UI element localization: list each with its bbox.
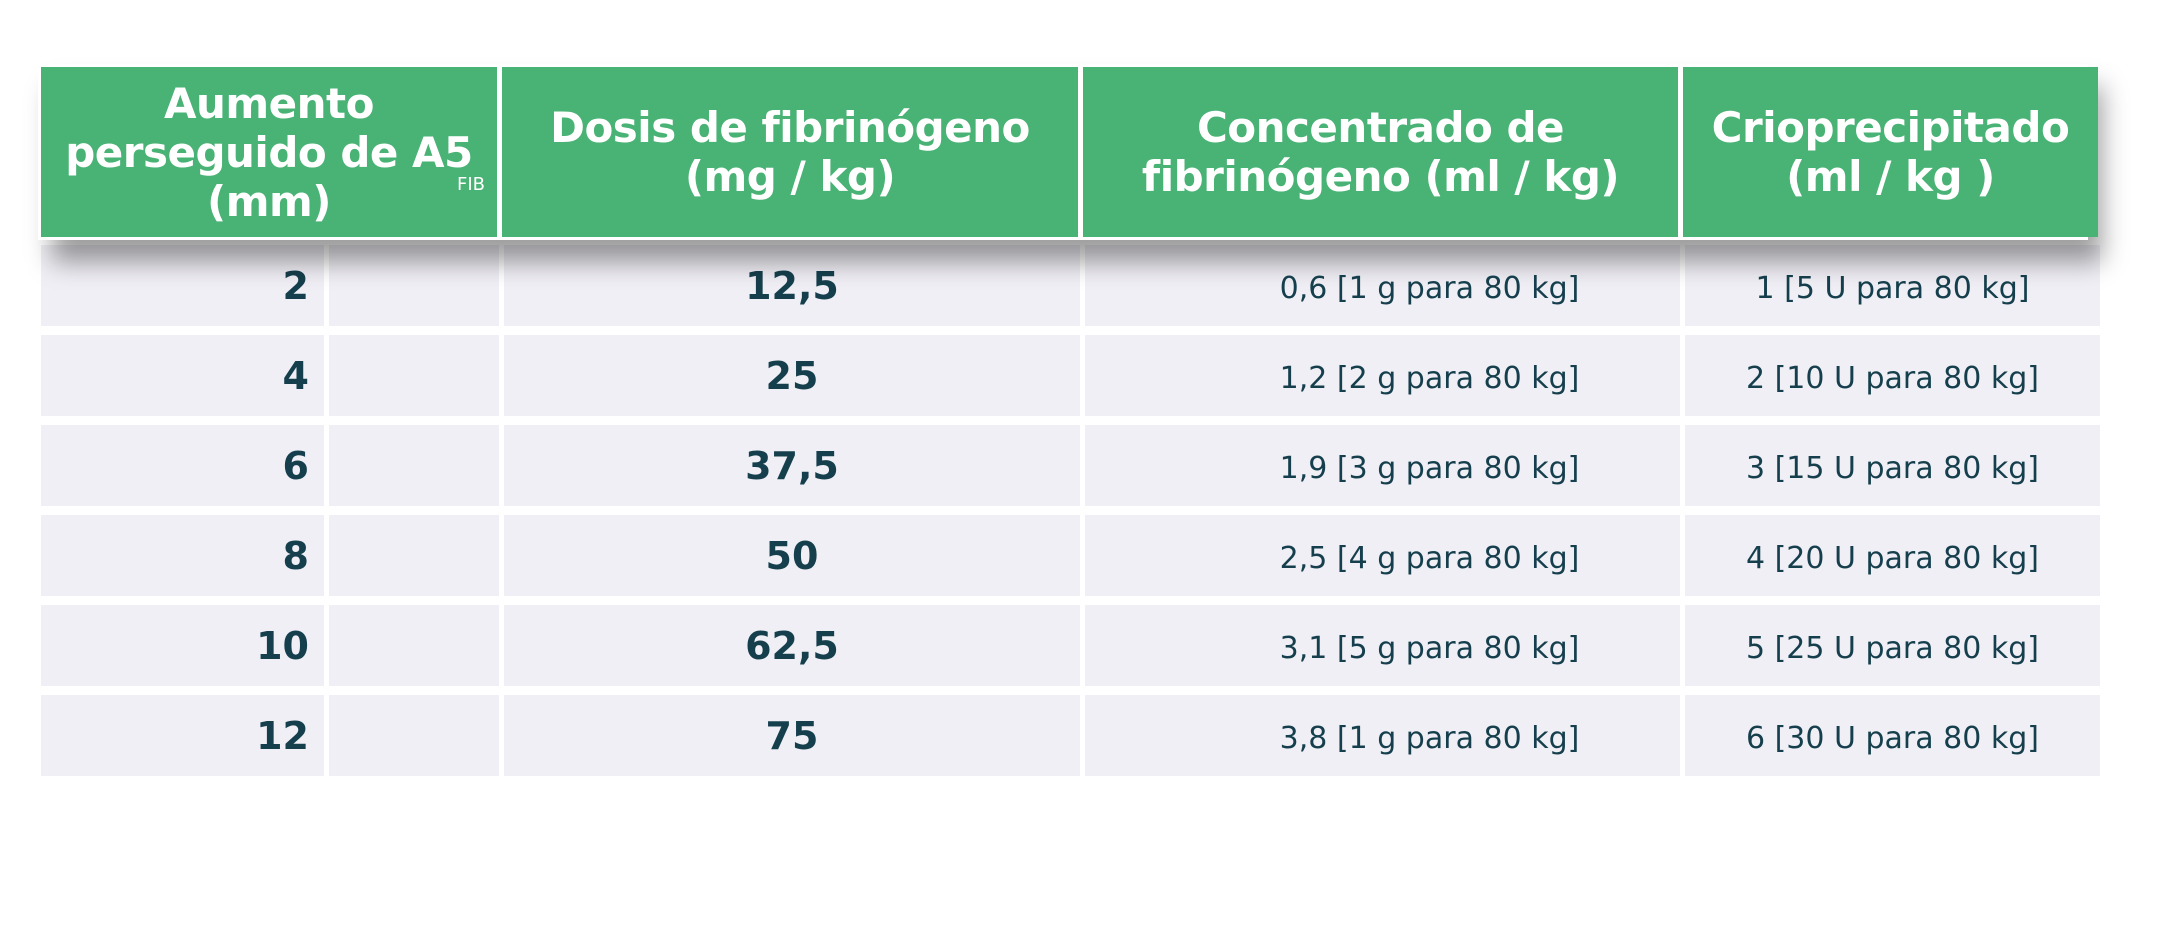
header-subscript-fib: FIB bbox=[456, 174, 485, 195]
cell-spacer bbox=[329, 695, 499, 776]
table-header-row: Aumento perseguido de A5 (mm) FIB Dosis … bbox=[38, 64, 2098, 240]
cell-concentrado: 1,9 [3 g para 80 kg] bbox=[1085, 425, 1680, 506]
table-row: 2 12,5 0,6 [1 g para 80 kg] 1 [5 U para … bbox=[41, 245, 2100, 326]
cell-dosis: 75 bbox=[504, 695, 1080, 776]
table-row: 8 50 2,5 [4 g para 80 kg] 4 [20 U para 8… bbox=[41, 515, 2100, 596]
cell-a5: 12 bbox=[41, 695, 324, 776]
cell-concentrado-text: 1,9 [3 g para 80 kg] bbox=[1279, 451, 1580, 486]
cell-dosis: 37,5 bbox=[504, 425, 1080, 506]
cell-concentrado: 2,5 [4 g para 80 kg] bbox=[1085, 515, 1680, 596]
cell-a5: 10 bbox=[41, 605, 324, 686]
cell-a5: 8 bbox=[41, 515, 324, 596]
cell-concentrado: 3,1 [5 g para 80 kg] bbox=[1085, 605, 1680, 686]
header-dosis-fibrinogeno: Dosis de fibrinógeno (mg / kg) bbox=[502, 67, 1078, 237]
header-concentrado-fibrinogeno: Concentrado de fibrinógeno (ml / kg) bbox=[1083, 67, 1678, 237]
cell-crio: 2 [10 U para 80 kg] bbox=[1685, 335, 2100, 416]
cell-a5: 6 bbox=[41, 425, 324, 506]
table-row: 10 62,5 3,1 [5 g para 80 kg] 5 [25 U par… bbox=[41, 605, 2100, 686]
header-line: (mm) bbox=[207, 176, 331, 226]
header-line: Aumento bbox=[164, 78, 374, 128]
cell-a5: 4 bbox=[41, 335, 324, 416]
table-row: 12 75 3,8 [1 g para 80 kg] 6 [30 U para … bbox=[41, 695, 2100, 776]
cell-concentrado-text: 3,1 [5 g para 80 kg] bbox=[1279, 631, 1580, 666]
header-aumento-a5: Aumento perseguido de A5 (mm) FIB bbox=[41, 67, 497, 237]
cell-concentrado: 3,8 [1 g para 80 kg] bbox=[1085, 695, 1680, 776]
cell-dosis: 62,5 bbox=[504, 605, 1080, 686]
cell-concentrado: 1,2 [2 g para 80 kg] bbox=[1085, 335, 1680, 416]
cell-crio: 5 [25 U para 80 kg] bbox=[1685, 605, 2100, 686]
cell-spacer bbox=[329, 515, 499, 596]
cell-crio: 4 [20 U para 80 kg] bbox=[1685, 515, 2100, 596]
cell-dosis: 25 bbox=[504, 335, 1080, 416]
header-line: fibrinógeno (ml / kg) bbox=[1141, 152, 1620, 201]
header-line: (mg / kg) bbox=[684, 152, 896, 201]
fibrinogen-dose-table: Aumento perseguido de A5 (mm) FIB Dosis … bbox=[38, 64, 2100, 785]
cell-concentrado-text: 3,8 [1 g para 80 kg] bbox=[1279, 721, 1580, 756]
header-line: Concentrado de bbox=[1196, 103, 1565, 152]
cell-spacer bbox=[329, 425, 499, 506]
cell-crio: 1 [5 U para 80 kg] bbox=[1685, 245, 2100, 326]
header-line: perseguido de A5 bbox=[65, 127, 473, 177]
cell-concentrado-text: 0,6 [1 g para 80 kg] bbox=[1279, 271, 1580, 306]
header-line: (ml / kg ) bbox=[1786, 152, 1995, 201]
cell-a5: 2 bbox=[41, 245, 324, 326]
header-crioprecipitado: Crioprecipitado (ml / kg ) bbox=[1683, 67, 2098, 237]
cell-dosis: 50 bbox=[504, 515, 1080, 596]
table-row: 4 25 1,2 [2 g para 80 kg] 2 [10 U para 8… bbox=[41, 335, 2100, 416]
cell-spacer bbox=[329, 605, 499, 686]
header-line: Crioprecipitado bbox=[1711, 103, 2070, 152]
table-row: 6 37,5 1,9 [3 g para 80 kg] 3 [15 U para… bbox=[41, 425, 2100, 506]
cell-spacer bbox=[329, 245, 499, 326]
cell-crio: 3 [15 U para 80 kg] bbox=[1685, 425, 2100, 506]
cell-crio: 6 [30 U para 80 kg] bbox=[1685, 695, 2100, 776]
cell-spacer bbox=[329, 335, 499, 416]
header-line: Dosis de fibrinógeno bbox=[550, 103, 1030, 152]
cell-concentrado-text: 2,5 [4 g para 80 kg] bbox=[1279, 541, 1580, 576]
table-body: 2 12,5 0,6 [1 g para 80 kg] 1 [5 U para … bbox=[41, 245, 2100, 776]
cell-dosis: 12,5 bbox=[504, 245, 1080, 326]
cell-concentrado-text: 1,2 [2 g para 80 kg] bbox=[1279, 361, 1580, 396]
cell-concentrado: 0,6 [1 g para 80 kg] bbox=[1085, 245, 1680, 326]
